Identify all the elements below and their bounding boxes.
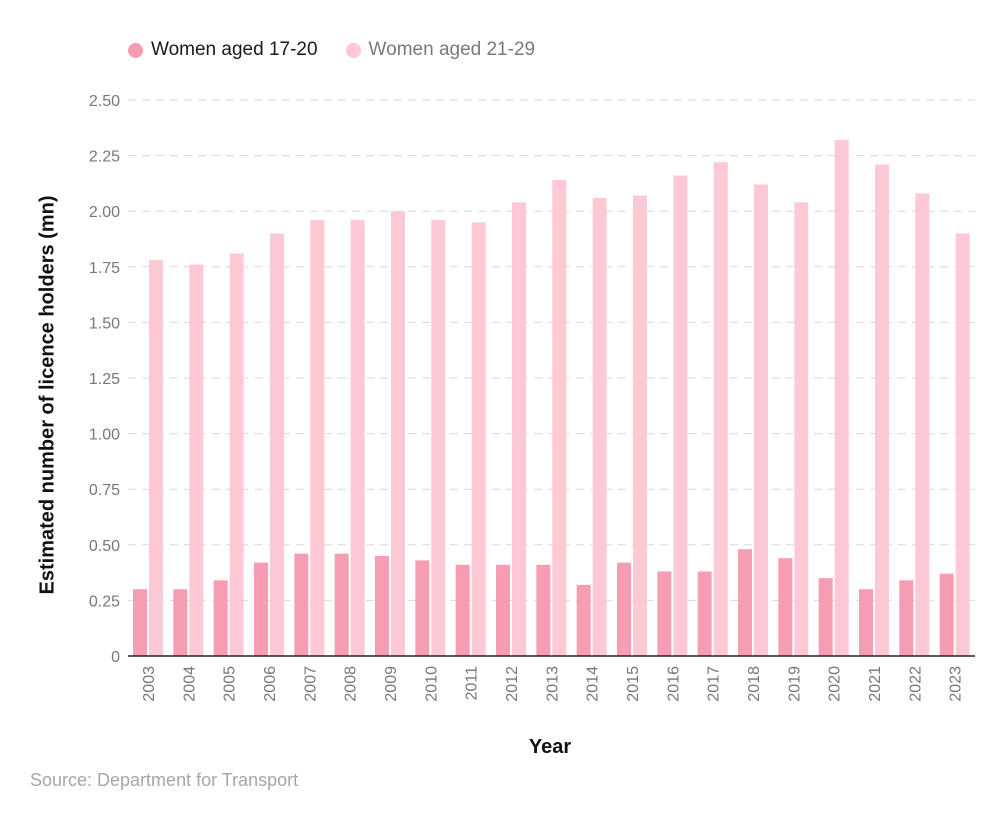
bar-women-21-29 [189,264,204,656]
x-tick-label: 2009 [383,666,400,702]
x-tick-label: 2003 [141,666,158,702]
y-axis-title-wrap: Estimated number of licence holders (mn) [10,120,86,670]
bar-women-21-29 [955,233,970,656]
bar-women-21-29 [270,233,284,656]
legend-marker-series2 [345,42,361,58]
bar-women-21-29 [673,175,688,656]
bar-women-17-20 [818,578,833,656]
y-tick-label: 1.25 [89,371,120,388]
y-tick-label: 2.50 [89,93,120,110]
bar-women-17-20 [213,580,228,656]
bar-women-21-29 [471,222,486,656]
x-tick-label: 2021 [867,666,884,702]
y-tick-label: 2.25 [89,149,120,166]
y-tick-label: 1.50 [89,315,120,332]
x-tick-label: 2023 [948,666,965,702]
bar-women-21-29 [310,220,325,656]
x-axis-title: Year [528,736,572,758]
x-tick-label: 2004 [181,666,198,702]
x-tick-label: 2006 [262,666,279,702]
source-note: Source: Department for Transport [30,770,299,790]
bar-women-17-20 [738,549,752,656]
x-tick-label: 2018 [746,666,763,702]
x-tick-label: 2015 [625,666,642,702]
bar-women-21-29 [391,211,405,656]
bar-women-21-29 [834,140,849,657]
bar-women-21-29 [915,193,930,656]
bar-women-17-20 [576,584,591,656]
legend-marker-series1 [128,42,143,58]
bar-women-21-29 [431,220,446,656]
x-tick-label: 2016 [665,666,682,702]
bar-women-21-29 [633,195,647,656]
bar-women-21-29 [552,180,567,656]
y-tick-label: 1.75 [89,260,120,277]
bar-women-21-29 [592,197,607,656]
bar-women-21-29 [875,164,889,656]
bar-women-17-20 [657,571,672,656]
legend-label-series1: Women aged 17-20 [151,39,318,60]
bar-women-17-20 [536,564,551,656]
bar-women-21-29 [794,202,809,656]
x-tick-label: 2020 [827,666,844,702]
x-tick-label: 2014 [585,666,602,702]
x-tick-label: 2012 [504,666,521,702]
x-tick-label: 2008 [343,666,360,702]
x-tick-label: 2011 [464,666,481,701]
legend-item-series2[interactable]: Women aged 21-29 [345,39,536,61]
bar-women-17-20 [859,589,873,656]
bar-women-17-20 [939,573,954,656]
legend: Women aged 17-20 Women aged 21-29 [128,36,535,64]
bar-women-17-20 [294,553,309,656]
bar-women-21-29 [754,184,768,656]
x-tick-label: 2022 [907,666,924,702]
x-tick-label: 2005 [222,666,239,702]
x-tick-label: 2019 [786,666,803,702]
x-tick-label: 2017 [706,666,723,702]
bar-women-21-29 [149,260,163,656]
bar-women-17-20 [334,553,349,656]
y-tick-label: 1.00 [89,427,120,444]
y-tick-label: 0.25 [89,593,120,610]
bar-women-17-20 [133,589,147,656]
bar-women-21-29 [713,162,728,656]
y-tick-label: 0.50 [89,538,120,555]
x-tick-label: 2010 [423,666,440,702]
bar-women-17-20 [778,558,793,656]
y-tick-label: 0 [111,649,120,666]
bar-women-21-29 [350,220,365,656]
y-tick-label: 0.75 [89,482,120,499]
legend-label-series2: Women aged 21-29 [368,39,536,60]
bar-women-17-20 [173,589,188,656]
bar-women-17-20 [415,560,430,656]
bar-women-17-20 [375,555,389,656]
x-tick-label: 2007 [302,666,319,702]
bar-women-21-29 [229,253,244,656]
bar-women-17-20 [899,580,914,656]
x-tick-label: 2013 [544,666,561,702]
bar-women-21-29 [512,202,526,656]
bar-women-17-20 [617,562,631,656]
y-axis-title: Estimated number of licence holders (mn) [36,195,59,595]
legend-item-series1[interactable]: Women aged 17-20 [128,39,318,61]
y-tick-label: 2.00 [89,204,120,221]
bar-women-17-20 [697,571,712,656]
bar-women-17-20 [455,564,470,656]
bar-women-17-20 [496,564,510,656]
bar-women-17-20 [254,562,268,656]
